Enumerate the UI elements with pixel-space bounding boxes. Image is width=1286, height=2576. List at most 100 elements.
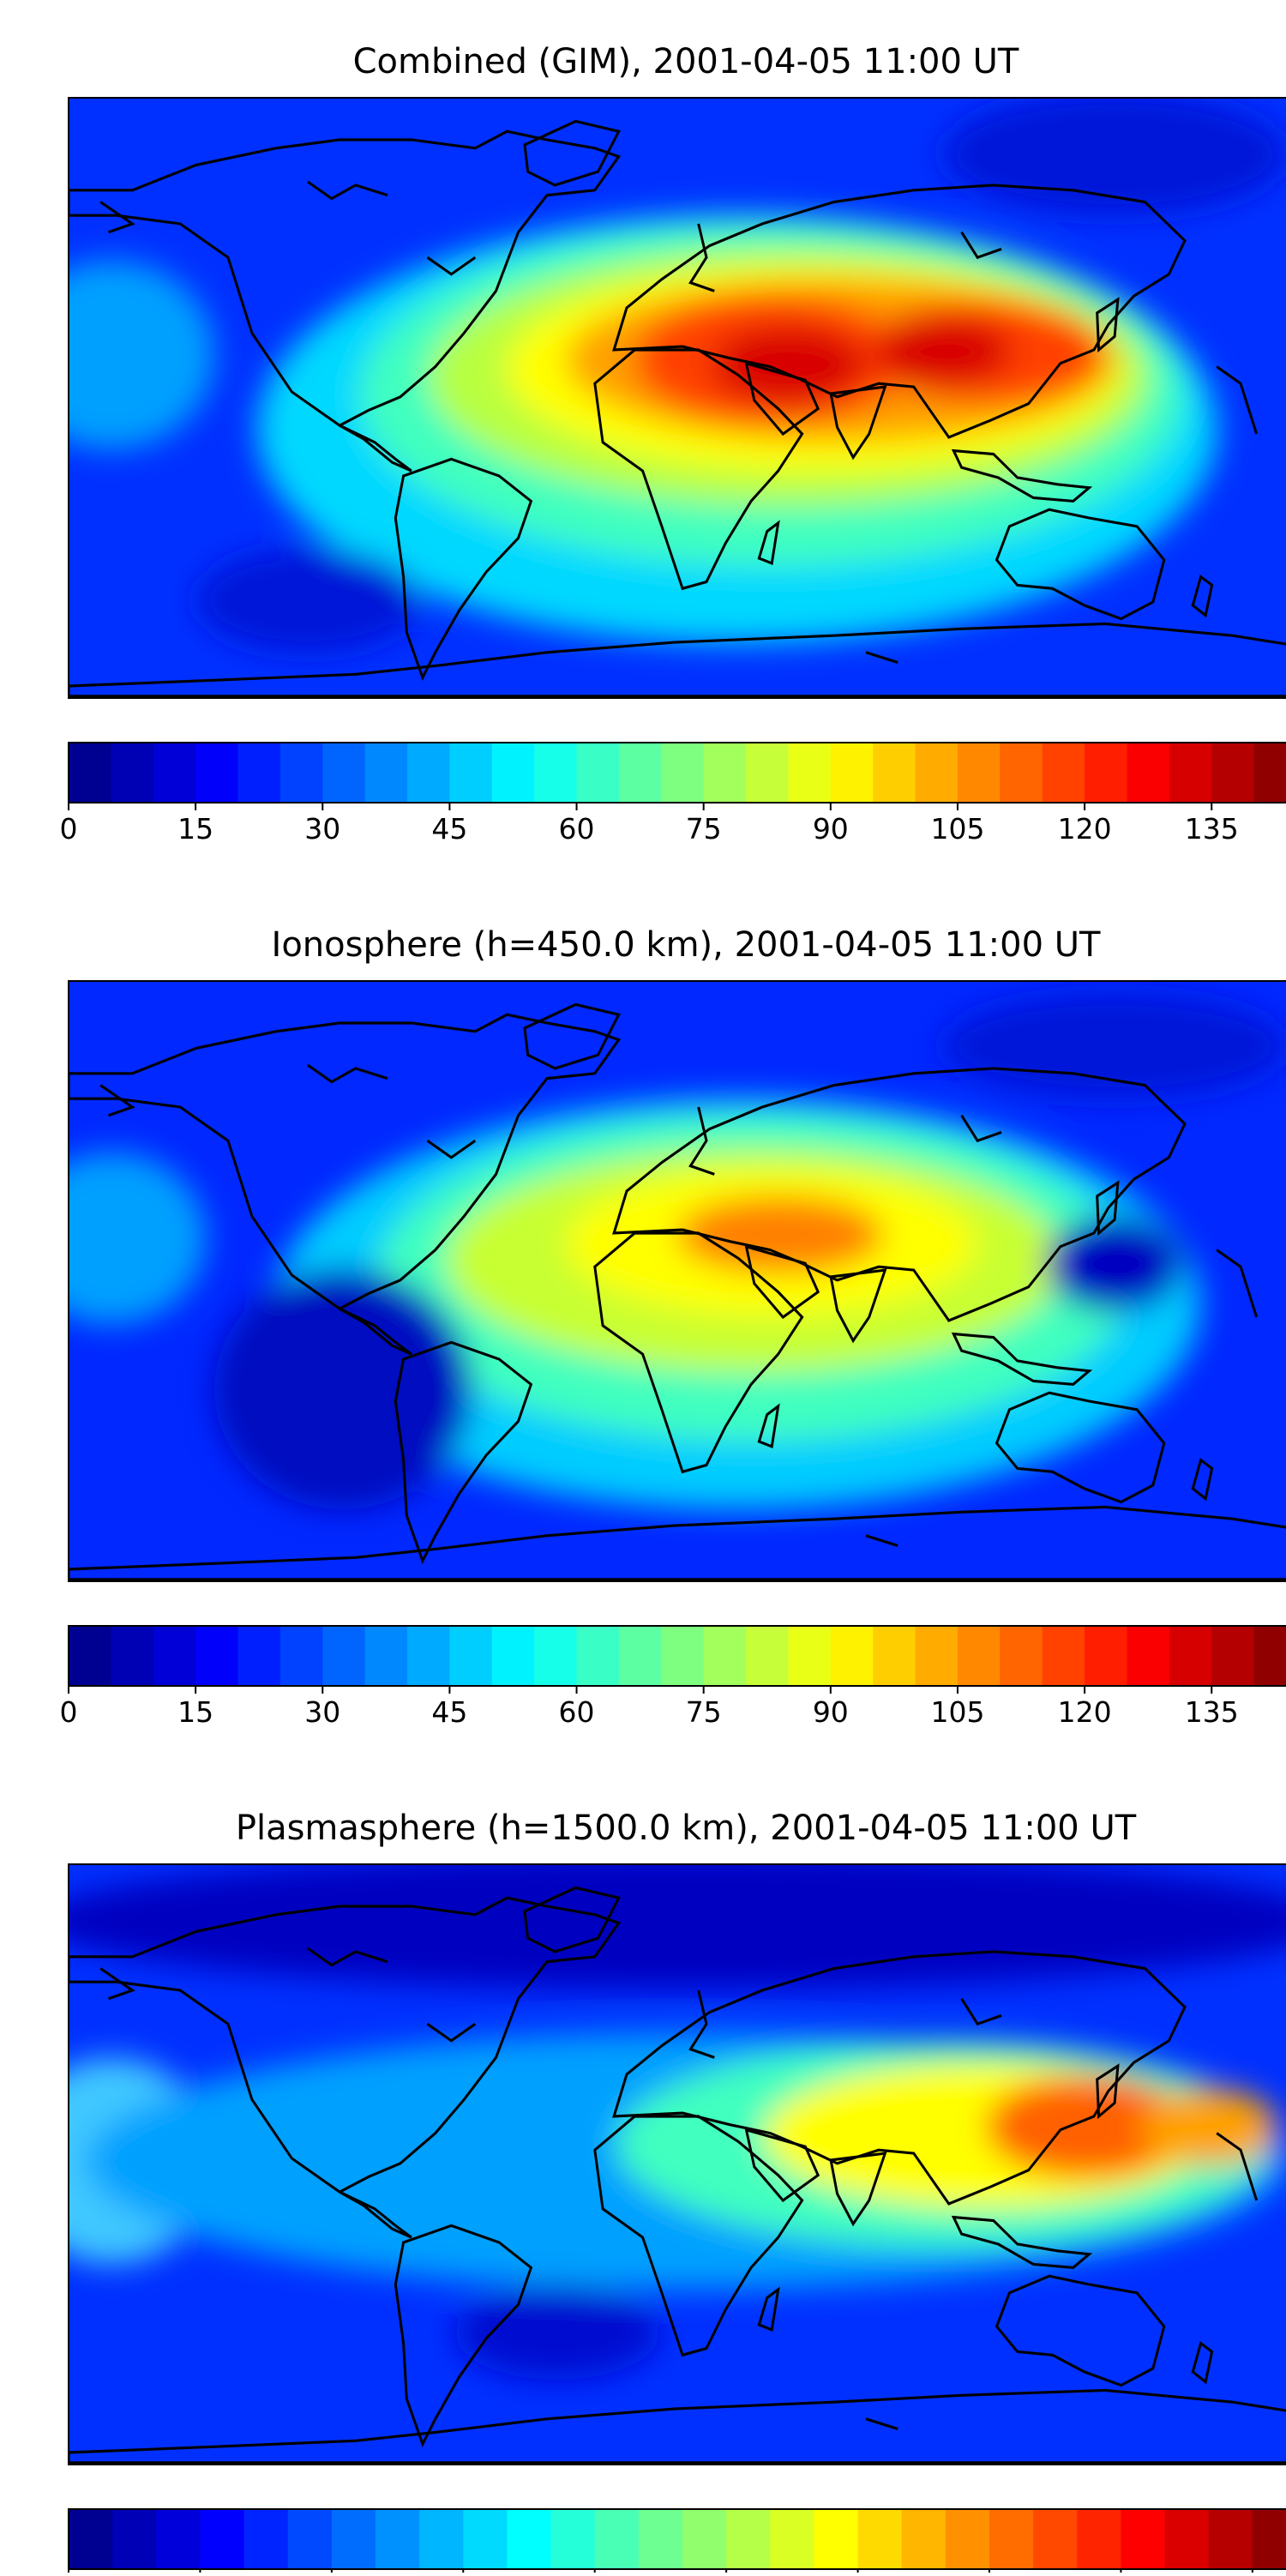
colorbar-cell [619,1626,662,1686]
colorbar-cell [1043,1626,1085,1686]
colorbar-cell [507,2509,551,2569]
colorbar-cell [858,2509,903,2569]
panel-ionosphere: Ionosphere (h=450.0 km), 2001-04-05 11:0… [17,925,1286,1729]
panel-title: Ionosphere (h=450.0 km), 2001-04-05 11:0… [272,925,1101,965]
colorbar-cell [577,1626,620,1686]
colorbar-cell [1211,1626,1254,1686]
colorbar-cell [153,1626,196,1686]
colorbar-cell [661,1626,704,1686]
colorbar-cell [814,2509,858,2569]
colorbar-cell [1000,1626,1043,1686]
colorbar-cell [831,743,874,803]
colorbar-cell [332,2509,376,2569]
colorbar-cell [1169,743,1212,803]
colorbar-cell [1121,2509,1165,2569]
colorbar-tick-label: 30 [304,812,340,846]
colorbar-cell [238,1626,281,1686]
colorbar-cell [1033,2509,1078,2569]
colorbar-cell [1000,743,1043,803]
colorbar-cell [69,743,111,803]
colorbar-cell [902,2509,946,2569]
colorbar-cell [661,743,704,803]
colorbar-cell [492,743,535,803]
colorbar-cell [577,743,620,803]
colorbar-cell [831,1626,874,1686]
colorbar-cell [111,1626,153,1686]
colorbar-cell [746,1626,789,1686]
colorbar-cell [449,743,492,803]
colorbar-cell [280,743,323,803]
colorbar-cell [534,743,577,803]
colorbar-cell [195,743,238,803]
colorbar-cell [449,1626,492,1686]
colorbar-cell [958,743,1001,803]
colorbar-cell [153,743,196,803]
colorbar-cell [463,2509,508,2569]
colorbar-cell [365,743,408,803]
colorbar-cell [1085,743,1127,803]
colorbar-cell [419,2509,464,2569]
colorbar-cell [288,2509,333,2569]
map-area [9,94,1286,698]
colorbar-cell [534,1626,577,1686]
colorbar-tick-label: 60 [559,1695,595,1729]
colorbar-cell [111,743,153,803]
colorbar-cell [156,2509,201,2569]
colorbar-cells [69,2509,1286,2569]
colorbar-cell [551,2509,596,2569]
colorbar-tick-label: 15 [177,812,213,846]
colorbar-cell [873,743,916,803]
colorbar-tick-label: 135 [1185,1695,1239,1729]
colorbar-cell [958,1626,1001,1686]
colorbar-cell [770,2509,814,2569]
colorbar-cell [639,2509,683,2569]
colorbar-cell [200,2509,244,2569]
colorbar-cell [682,2509,727,2569]
colorbar-cell [492,1626,535,1686]
panel-combined: Combined (GIM), 2001-04-05 11:00 UT [9,42,1286,846]
panel-title: Plasmasphere (h=1500.0 km), 2001-04-05 1… [236,1809,1137,1848]
colorbar-cell [1043,743,1085,803]
colorbar-cell [916,1626,958,1686]
colorbar-cell [322,743,365,803]
colorbar-cell [916,743,958,803]
colorbar-tick-label: 105 [930,1695,984,1729]
colorbar-cell [873,1626,916,1686]
colorbar-cell [1077,2509,1121,2569]
colorbar-cell [726,2509,771,2569]
colorbar-tick-label: 120 [1058,812,1112,846]
colorbar-cell [1169,1626,1212,1686]
colorbar-cell [112,2509,157,2569]
colorbar-cell [746,743,789,803]
colorbar-cell [244,2509,289,2569]
colorbar-cell [238,743,281,803]
colorbar-tick-label: 105 [930,812,984,846]
colorbar: 0.07.515.022.530.037.545.052.560.067.5 [46,2509,1286,2573]
colorbar-tick-label: 0 [60,812,78,846]
panel-plasmasphere: Plasmasphere (h=1500.0 km), 2001-04-05 1… [9,1809,1286,2573]
colorbar-cell [1127,743,1169,803]
colorbar-tick-label: 120 [1058,1695,1112,1729]
colorbar-cell [704,743,747,803]
colorbar-cell [195,1626,238,1686]
map-area [17,981,1286,1581]
colorbar-tick-label: 90 [813,1695,849,1729]
colorbar-cell [1165,2509,1210,2569]
colorbar-cell [946,2509,990,2569]
colorbar-tick-label: 90 [813,812,849,846]
colorbar-cells [69,743,1286,803]
colorbar-cell [619,743,662,803]
colorbar-cell [989,2509,1034,2569]
colorbar-tick-label: 60 [559,812,595,846]
panel-title: Combined (GIM), 2001-04-05 11:00 UT [353,42,1019,81]
colorbar-cell [322,1626,365,1686]
colorbar-cell [1253,2509,1286,2569]
colorbar-cell [1254,743,1286,803]
colorbar-tick-label: 45 [431,1695,467,1729]
colorbar-cell [407,1626,450,1686]
